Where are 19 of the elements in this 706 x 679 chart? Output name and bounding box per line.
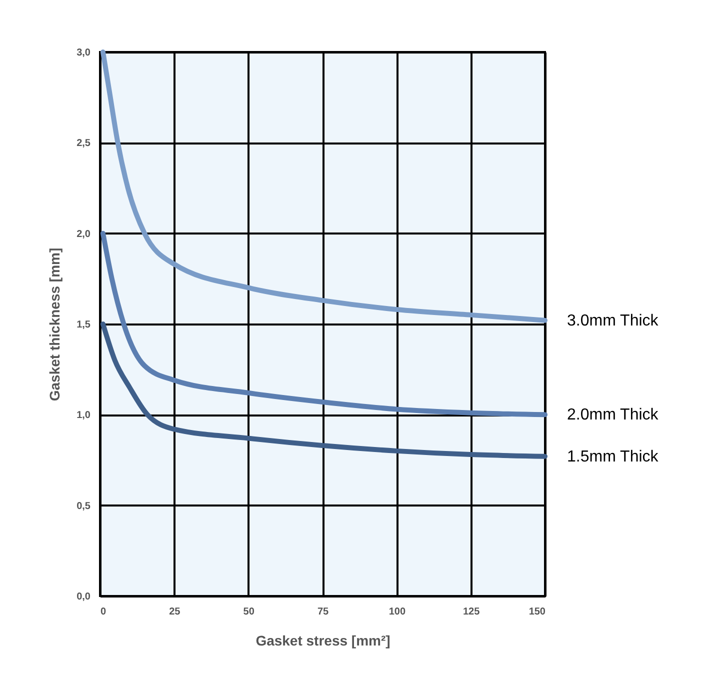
x-tick-label: 0 (100, 606, 106, 618)
y-tick-label: 2,5 (76, 138, 91, 150)
x-axis-title: Gasket stress [mm²] (256, 632, 390, 648)
series-label: 3.0mm Thick (567, 312, 660, 330)
x-tick-label: 25 (169, 606, 181, 618)
y-tick-label: 0,5 (76, 500, 91, 512)
x-tick-label: 125 (462, 606, 480, 618)
x-tick-label: 100 (388, 606, 406, 618)
x-tick-label: 150 (528, 606, 546, 618)
x-tick-label: 50 (243, 606, 255, 618)
series-label: 1.5mm Thick (567, 448, 660, 466)
y-tick-label: 1,0 (76, 410, 91, 422)
x-tick-label: 75 (317, 606, 329, 618)
series-label: 2.0mm Thick (567, 406, 660, 424)
y-tick-label: 3,0 (76, 48, 91, 58)
y-tick-label: 1,5 (76, 320, 91, 330)
y-axis-title: Gasket thickness [mm] (46, 248, 63, 402)
y-tick-label: 0,0 (76, 592, 91, 602)
y-tick-label: 2,0 (76, 228, 91, 240)
